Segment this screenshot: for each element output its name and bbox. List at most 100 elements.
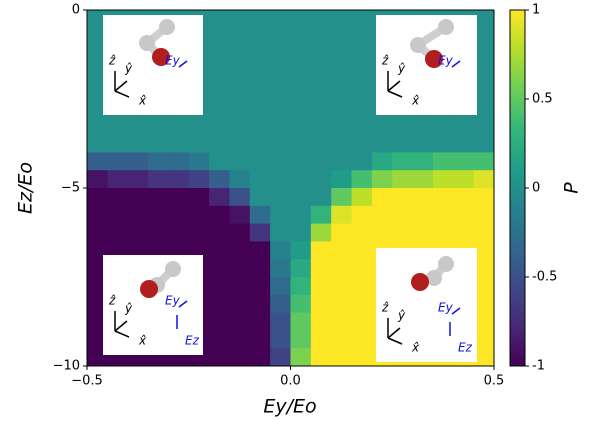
inset-label: x̂: [138, 94, 147, 108]
heatmap-cell: [311, 241, 332, 259]
heatmap-cell: [372, 170, 393, 188]
heatmap-cell: [291, 188, 312, 206]
heatmap-cell: [189, 152, 210, 170]
colorbar-tick-label: 1: [532, 3, 540, 18]
heatmap-cell: [311, 10, 332, 28]
x-tick-label: 0.5: [484, 374, 505, 389]
heatmap-cell: [107, 152, 128, 170]
heatmap-cell: [168, 170, 189, 188]
heatmap-cell: [372, 224, 393, 242]
heatmap-cell: [311, 99, 332, 117]
heatmap-cell: [250, 63, 271, 81]
heatmap-cell: [229, 241, 250, 259]
heatmap-cell: [311, 135, 332, 153]
heatmap-cell: [474, 117, 495, 135]
heatmap-cell: [474, 135, 495, 153]
heatmap-cell: [270, 224, 291, 242]
heatmap-cell: [87, 224, 108, 242]
heatmap-cell: [128, 188, 149, 206]
heatmap-cell: [352, 99, 373, 117]
heatmap-cell: [229, 81, 250, 99]
heatmap-cell: [413, 224, 434, 242]
heatmap-cell: [413, 117, 434, 135]
heatmap-cell: [209, 28, 230, 46]
heatmap-cell: [331, 313, 352, 331]
heatmap-cell: [229, 63, 250, 81]
heatmap-cell: [168, 135, 189, 153]
heatmap-cell: [331, 152, 352, 170]
inset-background: [103, 15, 203, 115]
heatmap-cell: [291, 81, 312, 99]
heatmap-cell: [392, 152, 413, 170]
heatmap-cell: [250, 241, 271, 259]
heatmap-cell: [107, 206, 128, 224]
hydrogen: [159, 19, 175, 35]
inset-label: Ey: [438, 301, 454, 315]
heatmap-cell: [148, 152, 169, 170]
heatmap-cell: [291, 99, 312, 117]
heatmap-cell: [168, 224, 189, 242]
heatmap-cell: [189, 188, 210, 206]
heatmap-cell: [168, 206, 189, 224]
hydrogen: [165, 261, 181, 277]
heatmap-cell: [352, 117, 373, 135]
heatmap-cell: [291, 330, 312, 348]
heatmap-cell: [209, 170, 230, 188]
heatmap-cell: [250, 152, 271, 170]
inset-label: Ey: [438, 54, 454, 68]
heatmap-cell: [311, 188, 332, 206]
heatmap-cell: [87, 152, 108, 170]
heatmap-cell: [453, 135, 474, 153]
heatmap-cell: [270, 295, 291, 313]
inset-background: [376, 15, 477, 115]
heatmap-cell: [270, 99, 291, 117]
heatmap-cell: [372, 152, 393, 170]
heatmap-cell: [311, 46, 332, 64]
heatmap-cell: [352, 170, 373, 188]
heatmap-cell: [352, 241, 373, 259]
hydrogen: [410, 37, 426, 53]
heatmap-cell: [229, 188, 250, 206]
heatmap-cell: [229, 135, 250, 153]
heatmap-cell: [128, 135, 149, 153]
heatmap-cell: [229, 170, 250, 188]
heatmap-cell: [209, 224, 230, 242]
heatmap-cell: [352, 277, 373, 295]
heatmap-cell: [270, 117, 291, 135]
heatmap-cell: [474, 152, 495, 170]
heatmap-cell: [392, 188, 413, 206]
heatmap-cell: [250, 277, 271, 295]
heatmap-cell: [453, 170, 474, 188]
inset: ẑŷx̂EyEz: [376, 248, 477, 362]
heatmap-cell: [331, 348, 352, 366]
heatmap-cell: [148, 135, 169, 153]
heatmap-cell: [311, 224, 332, 242]
heatmap-cell: [189, 206, 210, 224]
heatmap-cell: [331, 330, 352, 348]
heatmap-cell: [270, 152, 291, 170]
heatmap-cell: [250, 206, 271, 224]
heatmap-cell: [250, 224, 271, 242]
colorbar: [510, 10, 525, 366]
heatmap-cell: [331, 259, 352, 277]
heatmap-cell: [311, 313, 332, 331]
heatmap-cell: [392, 135, 413, 153]
heatmap-cell: [107, 188, 128, 206]
heatmap-cell: [311, 206, 332, 224]
heatmap-cell: [189, 135, 210, 153]
hydrogen: [438, 256, 454, 272]
heatmap-cell: [474, 188, 495, 206]
heatmap-cell: [270, 241, 291, 259]
inset-label: ŷ: [397, 309, 406, 323]
heatmap-cell: [311, 295, 332, 313]
heatmap-cell: [270, 188, 291, 206]
heatmap-cell: [392, 206, 413, 224]
heatmap-cell: [413, 206, 434, 224]
inset-label: ŷ: [124, 62, 133, 76]
heatmap-cell: [352, 63, 373, 81]
heatmap-cell: [352, 313, 373, 331]
heatmap-cell: [209, 313, 230, 331]
heatmap-cell: [331, 241, 352, 259]
heatmap-cell: [352, 46, 373, 64]
